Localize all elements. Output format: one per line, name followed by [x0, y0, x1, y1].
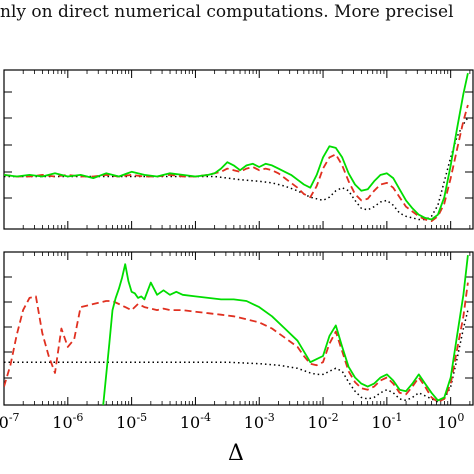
- bottom-panel: [3, 251, 474, 406]
- x-tick-label: 10-1: [371, 411, 402, 432]
- caption-text: nly on direct numerical computations. Mo…: [0, 2, 454, 22]
- series-line-solid: [4, 73, 469, 221]
- top-panel: [3, 69, 474, 230]
- series-line-dashed: [4, 104, 469, 223]
- x-tick-label: 10-6: [52, 411, 83, 432]
- x-tick-label: 100: [437, 411, 464, 432]
- series-line-dotted: [4, 309, 469, 403]
- x-axis: 10-7 10-6 10-5 10-4 10-3 10-2 10-1 100 Δ: [0, 411, 464, 466]
- panel-frame: [3, 251, 474, 406]
- series-line-dotted: [4, 117, 469, 221]
- series-line-solid: [102, 254, 469, 405]
- x-tick-label: 10-3: [244, 411, 275, 432]
- x-axis-label: Δ: [228, 441, 244, 466]
- x-tick-label: 10-5: [116, 411, 147, 432]
- series-line-dashed: [4, 282, 469, 403]
- x-tick-label: 10-4: [180, 411, 211, 432]
- x-tick-label: 10-7: [0, 411, 20, 432]
- x-tick-label: 10-2: [308, 411, 339, 432]
- panel-frame: [3, 69, 474, 230]
